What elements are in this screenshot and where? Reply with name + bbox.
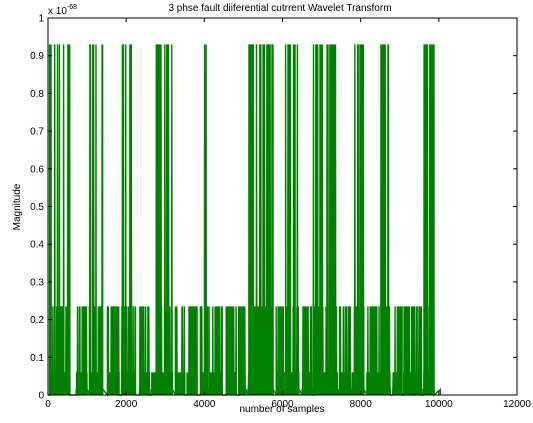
chart-title: 3 phse fault diiferential cutrrent Wavel… <box>168 3 391 14</box>
y-tick-label: 0 <box>38 391 44 402</box>
x-tick-label: 4000 <box>193 399 216 410</box>
x-tick-label: 8000 <box>350 399 373 410</box>
y-tick-label: 0.3 <box>30 277 44 288</box>
y-exponent-base: x 10 <box>48 6 67 17</box>
x-tick-label: 12000 <box>503 399 531 410</box>
y-tick-label: 0.1 <box>30 353 44 364</box>
y-tick-label: 0.6 <box>30 164 44 175</box>
y-tick-label: 0.8 <box>30 89 44 100</box>
x-tick-label: 0 <box>45 399 51 410</box>
y-tick-label: 1 <box>38 14 44 25</box>
x-tick-label: 10000 <box>425 399 453 410</box>
y-tick-label: 0.2 <box>30 315 44 326</box>
x-axis-title: number of samples <box>239 404 324 415</box>
x-axis: 0 2000 4000 6000 8000 10000 12000 <box>45 18 531 410</box>
series-layer <box>48 44 442 397</box>
y-tick-label: 0.9 <box>30 51 44 62</box>
y-tick-label: 0.7 <box>30 127 44 138</box>
y-axis-title: Magnitude <box>12 183 23 230</box>
y-exponent-label: x 10-68 <box>48 4 77 17</box>
y-axis: 0 0.1 0.2 0.3 0.4 0.5 0.6 0.7 0.8 0.9 1 <box>30 14 517 402</box>
y-exponent-power: -68 <box>67 4 77 11</box>
series-line <box>48 44 442 397</box>
y-tick-label: 0.4 <box>30 240 44 251</box>
x-tick-label: 2000 <box>115 399 138 410</box>
y-tick-label: 0.5 <box>30 202 44 213</box>
x-tick-label: 6000 <box>271 399 294 410</box>
